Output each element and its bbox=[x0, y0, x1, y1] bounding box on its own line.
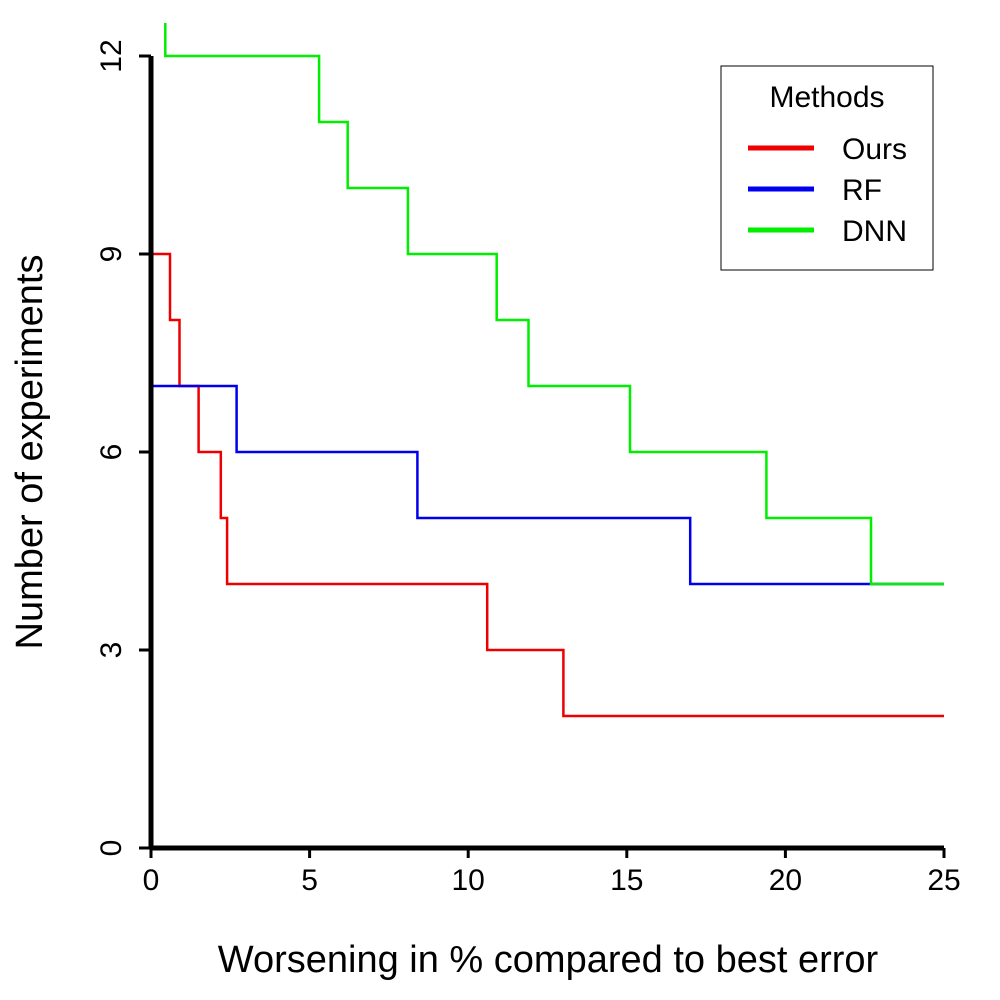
y-axis-title: Number of experiments bbox=[9, 255, 51, 650]
y-tick-label-0: 0 bbox=[95, 840, 128, 857]
x-tick-label-5: 25 bbox=[927, 864, 960, 897]
y-tick-label-1: 3 bbox=[95, 642, 128, 659]
y-tick-label-3: 9 bbox=[95, 246, 128, 263]
legend-label-ours: Ours bbox=[842, 133, 907, 166]
y-tick-label-2: 6 bbox=[95, 444, 128, 461]
legend-title: Methods bbox=[769, 81, 884, 114]
legend-entries: Ours RF DNN bbox=[748, 133, 907, 248]
x-tick-label-0: 0 bbox=[143, 864, 160, 897]
series-line-rf bbox=[151, 384, 944, 586]
x-axis-ticks: 0 5 10 15 20 25 bbox=[143, 848, 961, 897]
legend-label-dnn: DNN bbox=[842, 215, 907, 248]
x-axis-title: Worsening in % compared to best error bbox=[218, 939, 879, 981]
x-tick-label-3: 15 bbox=[610, 864, 643, 897]
legend: Methods Ours RF DNN bbox=[720, 65, 934, 271]
legend-label-rf: RF bbox=[842, 174, 882, 207]
series-line-ours bbox=[151, 252, 944, 718]
y-tick-label-4: 12 bbox=[95, 39, 128, 72]
x-tick-label-2: 10 bbox=[452, 864, 485, 897]
series-line-dnn bbox=[164, 23, 944, 586]
x-tick-label-4: 20 bbox=[769, 864, 802, 897]
series-layer bbox=[151, 23, 944, 718]
y-axis-ticks: 0 3 6 9 12 bbox=[95, 39, 151, 856]
x-tick-label-1: 5 bbox=[301, 864, 318, 897]
legend-box bbox=[720, 65, 934, 271]
